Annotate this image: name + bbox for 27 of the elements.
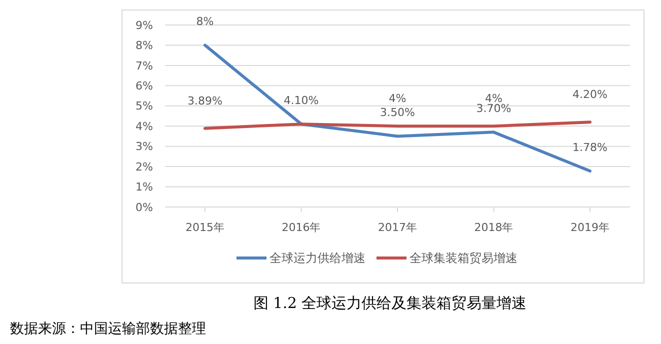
y-tick-label: 5% [136, 100, 153, 113]
data-label: 4% [388, 92, 406, 106]
y-tick-label: 4% [136, 120, 153, 133]
data-label: 3.89% [188, 94, 222, 108]
data-label: 4.20% [572, 88, 608, 102]
y-tick-label: 6% [136, 80, 153, 93]
y-tick-label: 3% [136, 140, 153, 154]
x-tick-label: 2015年 [186, 220, 224, 234]
y-tick-label: 9% [136, 18, 153, 32]
legend-label: 全球集装箱贸易增速 [410, 251, 518, 266]
x-tick-label: 2019年 [570, 220, 610, 234]
y-tick-label: 8% [136, 39, 153, 52]
y-tick-label: 2% [136, 160, 153, 174]
text: 图 1.2 全球运力供给及集装箱贸易量增速 [253, 294, 527, 312]
x-tick-label: 2016年 [282, 220, 321, 234]
line-series [204, 120, 592, 130]
data-label: 8% [196, 15, 214, 28]
data-label: 1.78% [572, 141, 608, 154]
x-tick-label: 2018年 [474, 220, 514, 234]
y-tick-label: 7% [136, 59, 153, 72]
data-label: 3.50% [380, 106, 415, 120]
x-tick-label: 2017年 [378, 220, 417, 234]
source-note: 数据来源：中国运输部数据整理 [10, 321, 206, 337]
y-tick-label: 0% [136, 200, 153, 214]
data-label: 4.10% [284, 94, 319, 108]
y-tick-label: 1% [136, 180, 153, 194]
legend-label: 全球运力供给增速 [270, 251, 366, 266]
